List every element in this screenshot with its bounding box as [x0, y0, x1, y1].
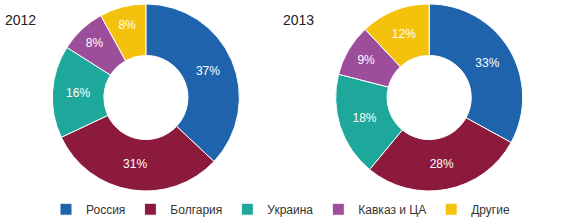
svg-text:Другие: Другие: [471, 203, 510, 217]
svg-text:18%: 18%: [353, 111, 377, 125]
svg-text:37%: 37%: [196, 64, 220, 78]
svg-text:Болгария: Болгария: [170, 203, 222, 217]
svg-text:Украина: Украина: [267, 203, 313, 217]
svg-text:33%: 33%: [475, 56, 499, 70]
svg-text:Кавказ и ЦА: Кавказ и ЦА: [358, 203, 426, 217]
svg-text:16%: 16%: [66, 86, 90, 100]
svg-text:2012: 2012: [5, 12, 36, 28]
svg-text:9%: 9%: [357, 53, 375, 67]
svg-text:2013: 2013: [283, 12, 314, 28]
svg-text:12%: 12%: [392, 27, 416, 41]
svg-text:31%: 31%: [123, 157, 147, 171]
svg-text:8%: 8%: [118, 18, 136, 32]
svg-text:Россия: Россия: [86, 203, 125, 217]
svg-text:8%: 8%: [86, 36, 104, 50]
svg-text:28%: 28%: [430, 157, 454, 171]
